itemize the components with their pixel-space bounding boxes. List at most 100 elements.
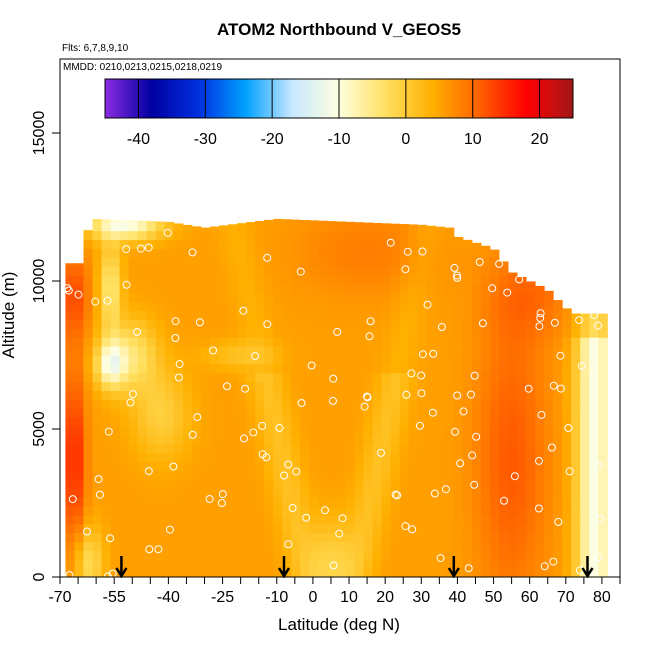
heatmap-cell xyxy=(453,417,464,427)
heatmap-cell xyxy=(92,363,103,374)
heatmap-cell xyxy=(282,541,292,551)
heatmap-cell xyxy=(517,479,527,489)
sample-marker xyxy=(284,540,293,549)
heatmap-cell xyxy=(191,443,202,454)
heatmap-cell xyxy=(264,426,274,436)
x-tick-label: -70 xyxy=(48,589,71,606)
sample-marker xyxy=(535,322,544,331)
heatmap-cell xyxy=(101,381,112,392)
heatmap-cell xyxy=(155,221,166,232)
heatmap-cell xyxy=(498,283,509,294)
heatmap-cell xyxy=(128,319,139,329)
heatmap-cell xyxy=(291,363,301,374)
heatmap-cell xyxy=(390,399,401,409)
heatmap-cell xyxy=(137,292,148,303)
heatmap-cell xyxy=(517,461,527,471)
arrow-head xyxy=(447,567,460,579)
heatmap-cell xyxy=(191,470,202,480)
sample-marker xyxy=(329,374,338,383)
heatmap-cell xyxy=(92,408,103,418)
heatmap-cell xyxy=(390,319,401,329)
heatmap-cell xyxy=(354,443,364,454)
heatmap-cell xyxy=(327,408,337,418)
heatmap-cell xyxy=(489,461,500,471)
heatmap-cell xyxy=(83,541,94,551)
heatmap-cell xyxy=(83,452,94,463)
heatmap-cell xyxy=(327,497,337,507)
heatmap-cell xyxy=(191,266,202,276)
heatmap-cell xyxy=(282,505,292,516)
heatmap-cell xyxy=(327,328,337,338)
heatmap-cell xyxy=(74,426,84,436)
heatmap-cell xyxy=(101,248,112,258)
heatmap-cell xyxy=(435,497,446,507)
heatmap-cell xyxy=(300,470,310,480)
heatmap-cell xyxy=(553,461,563,471)
heatmap-cell xyxy=(191,230,202,241)
heatmap-cell xyxy=(191,390,202,400)
heatmap-cell xyxy=(282,479,292,489)
heatmap-cell xyxy=(318,568,328,577)
heatmap-cell xyxy=(218,497,229,507)
heatmap-cell xyxy=(589,426,599,436)
heatmap-cell xyxy=(137,220,148,223)
heatmap-cell xyxy=(462,523,473,534)
sample-marker xyxy=(329,561,338,570)
heatmap-cell xyxy=(110,399,121,409)
heatmap-cell xyxy=(173,363,184,374)
heatmap-cell xyxy=(255,239,265,249)
heatmap-cell xyxy=(264,355,274,365)
heatmap-cell xyxy=(408,266,419,276)
sample-marker xyxy=(459,407,468,416)
heatmap-cell xyxy=(273,328,283,338)
heatmap-cell xyxy=(164,301,175,312)
heatmap-cell xyxy=(381,434,392,445)
heatmap-cell xyxy=(137,470,148,480)
heatmap-cell xyxy=(408,337,419,347)
sample-marker xyxy=(258,450,267,459)
heatmap-cell xyxy=(580,346,590,356)
heatmap-cell xyxy=(182,434,193,445)
heatmap-cell xyxy=(489,337,500,347)
heatmap-cell xyxy=(462,283,473,294)
heatmap-cell xyxy=(381,399,392,409)
heatmap-cell xyxy=(146,337,157,347)
heatmap-cell xyxy=(282,239,292,249)
heatmap-cell xyxy=(498,301,509,312)
heatmap-cell xyxy=(363,541,374,551)
heatmap-cell xyxy=(553,505,563,516)
heatmap-cell xyxy=(273,532,283,542)
heatmap-cell xyxy=(336,559,346,569)
heatmap-cell xyxy=(381,532,392,542)
heatmap-cell xyxy=(598,313,608,320)
heatmap-cell xyxy=(264,301,274,312)
heatmap-cell xyxy=(444,568,455,577)
chart-title: ATOM2 Northbound V_GEOS5 xyxy=(217,20,461,39)
heatmap-cell xyxy=(471,488,482,498)
heatmap-cell xyxy=(453,505,464,516)
heatmap-cell xyxy=(101,283,112,294)
heatmap-cell xyxy=(101,275,112,285)
heatmap-cell xyxy=(589,346,599,356)
heatmap-cell xyxy=(309,568,319,577)
heatmap-cell xyxy=(101,470,112,480)
heatmap-cell xyxy=(580,417,590,427)
heatmap-cell xyxy=(92,568,103,577)
heatmap-cell xyxy=(110,292,121,303)
heatmap-cell xyxy=(571,470,581,480)
heatmap-cell xyxy=(264,559,274,569)
sample-marker xyxy=(429,349,438,358)
heatmap-cell xyxy=(580,434,590,445)
heatmap-cell xyxy=(218,479,229,489)
heatmap-cell xyxy=(489,283,500,294)
heatmap-cell xyxy=(137,310,148,320)
heatmap-cell xyxy=(589,523,599,534)
heatmap-cell xyxy=(462,434,473,445)
heatmap-cell xyxy=(309,283,319,294)
heatmap-cell xyxy=(381,390,392,400)
heatmap-cell xyxy=(598,355,608,365)
heatmap-cell xyxy=(200,461,211,471)
heatmap-cell xyxy=(544,417,554,427)
heatmap-cell xyxy=(544,399,554,409)
heatmap-cell xyxy=(101,301,112,312)
